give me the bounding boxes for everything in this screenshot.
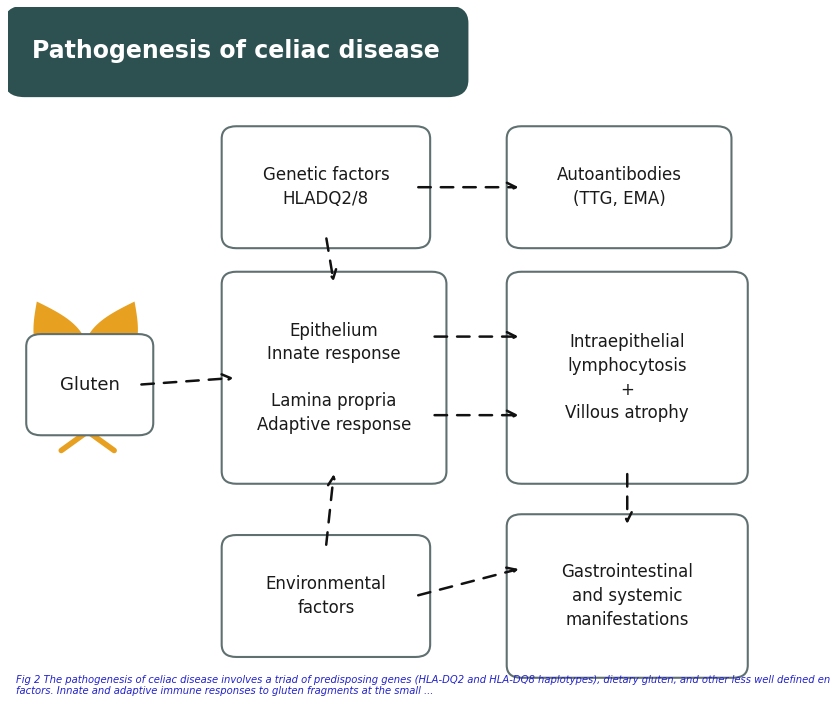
Text: Pathogenesis of celiac disease: Pathogenesis of celiac disease: [32, 40, 440, 64]
Text: Genetic factors
HLADQ2/8: Genetic factors HLADQ2/8: [263, 166, 389, 208]
FancyBboxPatch shape: [507, 271, 748, 484]
FancyBboxPatch shape: [222, 535, 430, 657]
Text: Gluten: Gluten: [60, 375, 120, 394]
Text: Environmental
factors: Environmental factors: [266, 575, 386, 617]
FancyBboxPatch shape: [222, 127, 430, 248]
FancyBboxPatch shape: [4, 6, 469, 97]
Text: Fig 2 The pathogenesis of celiac disease involves a triad of predisposing genes : Fig 2 The pathogenesis of celiac disease…: [17, 675, 831, 696]
Polygon shape: [33, 302, 89, 388]
Text: Intraepithelial
lymphocytosis
+
Villous atrophy: Intraepithelial lymphocytosis + Villous …: [565, 333, 689, 422]
FancyBboxPatch shape: [507, 127, 731, 248]
FancyBboxPatch shape: [27, 334, 153, 436]
Polygon shape: [82, 302, 138, 388]
FancyBboxPatch shape: [222, 271, 446, 484]
FancyBboxPatch shape: [507, 514, 748, 678]
Text: Autoantibodies
(TTG, EMA): Autoantibodies (TTG, EMA): [557, 166, 681, 208]
Text: Epithelium
Innate response

Lamina propria
Adaptive response: Epithelium Innate response Lamina propri…: [257, 322, 411, 434]
Text: Gastrointestinal
and systemic
manifestations: Gastrointestinal and systemic manifestat…: [561, 563, 693, 629]
